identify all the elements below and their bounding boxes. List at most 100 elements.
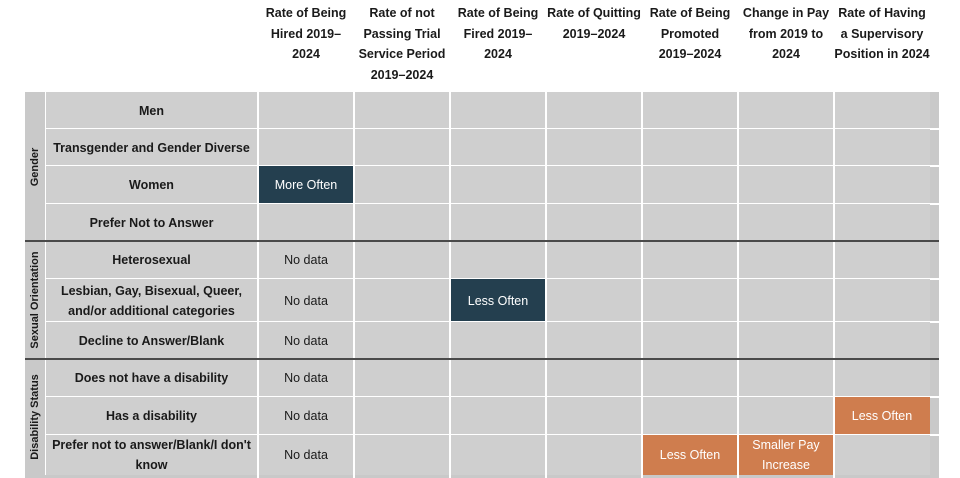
column-divider [257, 92, 259, 478]
group-divider [25, 240, 939, 242]
table-cell [738, 397, 834, 435]
table-cell [834, 129, 930, 166]
table-cell [450, 397, 546, 435]
group-label-disability-status: Disability Status [25, 359, 46, 475]
table-cell [546, 241, 642, 279]
table-cell [834, 204, 930, 241]
table-cell [258, 129, 354, 166]
table-cell [738, 92, 834, 129]
column-header: Change in Pay from 2019 to 2024 [742, 6, 830, 61]
table-cell [834, 359, 930, 397]
column-header: Rate of Being Promoted 2019–2024 [649, 6, 731, 61]
table-cell [546, 397, 642, 435]
finding-cell-less-often: Less Often [450, 279, 546, 322]
finding-cell-smaller-pay-increase: Smaller Pay Increase [738, 435, 834, 475]
table-cell [546, 359, 642, 397]
table-cell [354, 435, 450, 475]
row-label: Transgender and Gender Diverse [46, 129, 257, 166]
row-label: Has a disability [46, 397, 257, 435]
row-label: Heterosexual [46, 241, 257, 279]
table-cell [738, 241, 834, 279]
table-cell [738, 322, 834, 359]
table-cell [546, 129, 642, 166]
table-cell [546, 166, 642, 204]
row-label: Lesbian, Gay, Bisexual, Queer, and/or ad… [46, 279, 257, 322]
table-cell [258, 92, 354, 129]
row-label: Men [46, 92, 257, 129]
table-cell [450, 204, 546, 241]
column-header: Rate of Having a Supervisory Position in… [834, 6, 930, 61]
no-data-cell: No data [258, 322, 354, 359]
table-cell [642, 204, 738, 241]
table-cell [450, 322, 546, 359]
table-cell [450, 435, 546, 475]
table-cell [642, 129, 738, 166]
table-cell [738, 359, 834, 397]
group-divider [25, 358, 939, 360]
table-cell [354, 279, 450, 322]
finding-cell-less-often: Less Often [642, 435, 738, 475]
row-label: Does not have a disability [46, 359, 257, 397]
column-header: Rate of Being Hired 2019–2024 [265, 6, 347, 61]
group-label-sexual-orientation: Sexual Orientation [25, 241, 46, 359]
table-cell [834, 279, 930, 322]
no-data-cell: No data [258, 279, 354, 322]
table-cell [738, 129, 834, 166]
group-label-text: Disability Status [29, 374, 41, 460]
row-label: Women [46, 166, 257, 204]
column-divider [641, 92, 643, 478]
table-cell [642, 322, 738, 359]
group-label-text: Sexual Orientation [29, 251, 41, 349]
table-cell [354, 129, 450, 166]
table-cell [642, 241, 738, 279]
column-divider [353, 92, 355, 478]
table-cell [738, 204, 834, 241]
finding-cell-less-often: Less Often [834, 397, 930, 435]
table-cell [738, 166, 834, 204]
table-cell [834, 92, 930, 129]
table-cell [546, 204, 642, 241]
table-cell [834, 435, 930, 475]
no-data-cell: No data [258, 241, 354, 279]
column-divider [833, 92, 835, 478]
row-label: Prefer Not to Answer [46, 204, 257, 241]
table-cell [450, 92, 546, 129]
table-cell [546, 279, 642, 322]
table-cell [642, 92, 738, 129]
no-data-cell: No data [258, 435, 354, 475]
no-data-cell: No data [258, 359, 354, 397]
table-cell [354, 241, 450, 279]
table-cell [450, 166, 546, 204]
finding-cell-more-often: More Often [258, 166, 354, 204]
table-cell [450, 359, 546, 397]
column-divider [545, 92, 547, 478]
column-header: Rate of Being Fired 2019–2024 [457, 6, 539, 61]
table-cell [546, 92, 642, 129]
table-cell [354, 359, 450, 397]
table-cell [354, 322, 450, 359]
table-cell [450, 241, 546, 279]
table-cell [546, 435, 642, 475]
table-cell [642, 397, 738, 435]
column-divider [449, 92, 451, 478]
table-cell [642, 166, 738, 204]
table-cell [354, 166, 450, 204]
row-label: Decline to Answer/Blank [46, 322, 257, 359]
table-cell [450, 129, 546, 166]
column-header: Rate of not Passing Trial Service Period… [358, 6, 446, 82]
table-cell [354, 92, 450, 129]
table-cell [546, 322, 642, 359]
column-divider [737, 92, 739, 478]
group-label-text: Gender [29, 147, 41, 186]
table-cell [834, 241, 930, 279]
no-data-cell: No data [258, 397, 354, 435]
column-header: Rate of Quitting 2019–2024 [547, 6, 641, 41]
table-cell [642, 359, 738, 397]
table-cell [258, 204, 354, 241]
table-cell [834, 322, 930, 359]
table-cell [642, 279, 738, 322]
table-cell [354, 397, 450, 435]
table-cell [354, 204, 450, 241]
table-cell [834, 166, 930, 204]
group-label-gender: Gender [25, 92, 46, 241]
